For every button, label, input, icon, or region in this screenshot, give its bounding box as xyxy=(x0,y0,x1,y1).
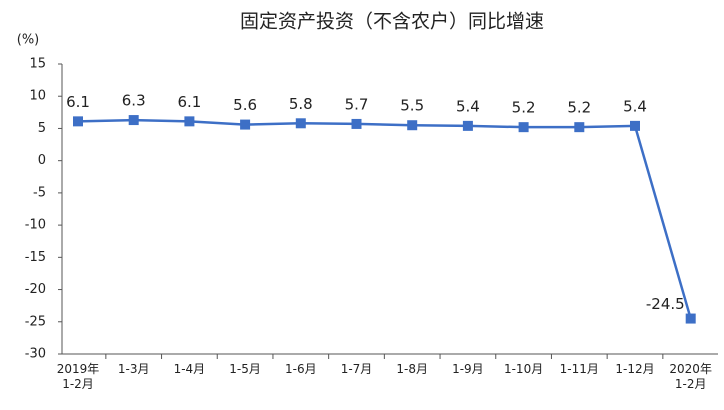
data-label: 5.2 xyxy=(567,99,591,117)
y-tick-label: -25 xyxy=(25,314,46,329)
marker xyxy=(184,116,195,127)
marker xyxy=(295,118,306,129)
data-label: 5.5 xyxy=(400,97,424,115)
data-label: -24.5 xyxy=(646,295,685,313)
x-tick-label: 1-10月 xyxy=(503,362,544,376)
data-label: 6.3 xyxy=(122,92,146,110)
marker xyxy=(518,122,529,133)
x-tick-label: 1-4月 xyxy=(173,362,206,376)
y-tick-label: 0 xyxy=(38,153,46,168)
y-tick-label: -20 xyxy=(25,282,46,297)
y-tick-label: -5 xyxy=(33,185,46,200)
y-tick-label: -15 xyxy=(25,250,46,265)
y-tick-label: -10 xyxy=(25,218,46,233)
x-tick-label: 1-8月 xyxy=(396,362,428,376)
data-label: 5.8 xyxy=(289,95,313,113)
marker xyxy=(351,118,362,129)
data-label: 5.4 xyxy=(623,97,647,115)
chart-title: 固定资产投资（不含农户）同比增速 xyxy=(240,11,544,33)
x-tick-label: 1-5月 xyxy=(229,362,261,376)
data-label: 5.6 xyxy=(233,96,257,114)
data-label: 6.1 xyxy=(177,93,201,111)
x-tick-label: 2020年 1-2月 xyxy=(669,362,712,391)
marker xyxy=(407,120,418,131)
data-label: 5.4 xyxy=(456,97,480,115)
x-tick-label: 1-7月 xyxy=(340,362,373,376)
marker xyxy=(462,120,473,131)
x-tick-label: 1-11月 xyxy=(559,362,599,376)
y-tick-label: 15 xyxy=(29,57,46,72)
x-tick-label: 1-3月 xyxy=(117,362,150,376)
x-tick-label: 1-12月 xyxy=(615,362,655,376)
marker xyxy=(685,313,696,324)
x-tick-label: 2019年 1-2月 xyxy=(56,362,100,391)
x-tick-label: 1-9月 xyxy=(452,362,484,376)
data-label: 5.2 xyxy=(512,99,536,117)
marker xyxy=(73,116,83,127)
marker xyxy=(630,120,640,131)
x-tick-label: 1-6月 xyxy=(284,362,317,376)
data-label: 6.1 xyxy=(66,93,90,111)
y-axis-unit: (%) xyxy=(17,33,40,48)
data-label: 5.7 xyxy=(345,95,369,113)
y-tick-label: 5 xyxy=(38,121,46,136)
marker xyxy=(574,122,585,133)
marker xyxy=(240,119,251,130)
y-tick-label: 10 xyxy=(29,89,46,104)
line xyxy=(77,118,692,319)
y-tick-label: -30 xyxy=(25,347,46,362)
marker xyxy=(128,115,139,126)
